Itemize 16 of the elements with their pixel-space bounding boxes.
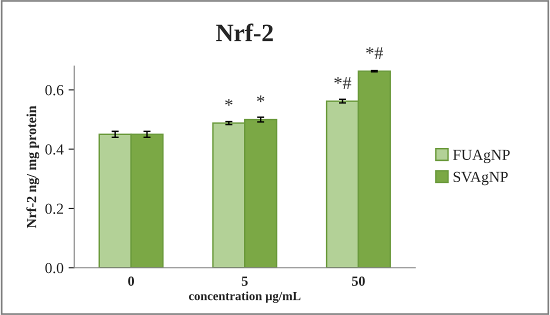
- legend-label: FUAgNP: [453, 150, 510, 164]
- annotation: *#: [334, 77, 352, 89]
- x-tick-label: 50: [352, 276, 365, 286]
- x-axis-title: concentration µg/mL: [188, 291, 300, 303]
- y-tick-label: 0.2: [45, 204, 63, 214]
- x-tick-label: 5: [242, 276, 248, 286]
- annotation: *: [225, 99, 232, 106]
- annotation: *: [257, 96, 264, 102]
- y-tick-label: 0.0: [45, 262, 64, 274]
- annotation: *#: [366, 47, 384, 60]
- y-tick-label: 0.6: [45, 85, 64, 96]
- x-tick-label: 0: [128, 276, 134, 286]
- y-tick-label: 0.4: [45, 144, 64, 155]
- chart-title: Nrf-2: [216, 24, 273, 42]
- legend-label: SVAgNP: [454, 172, 508, 186]
- y-axis-title: Nrf-2 ng/ mg protein: [26, 106, 40, 228]
